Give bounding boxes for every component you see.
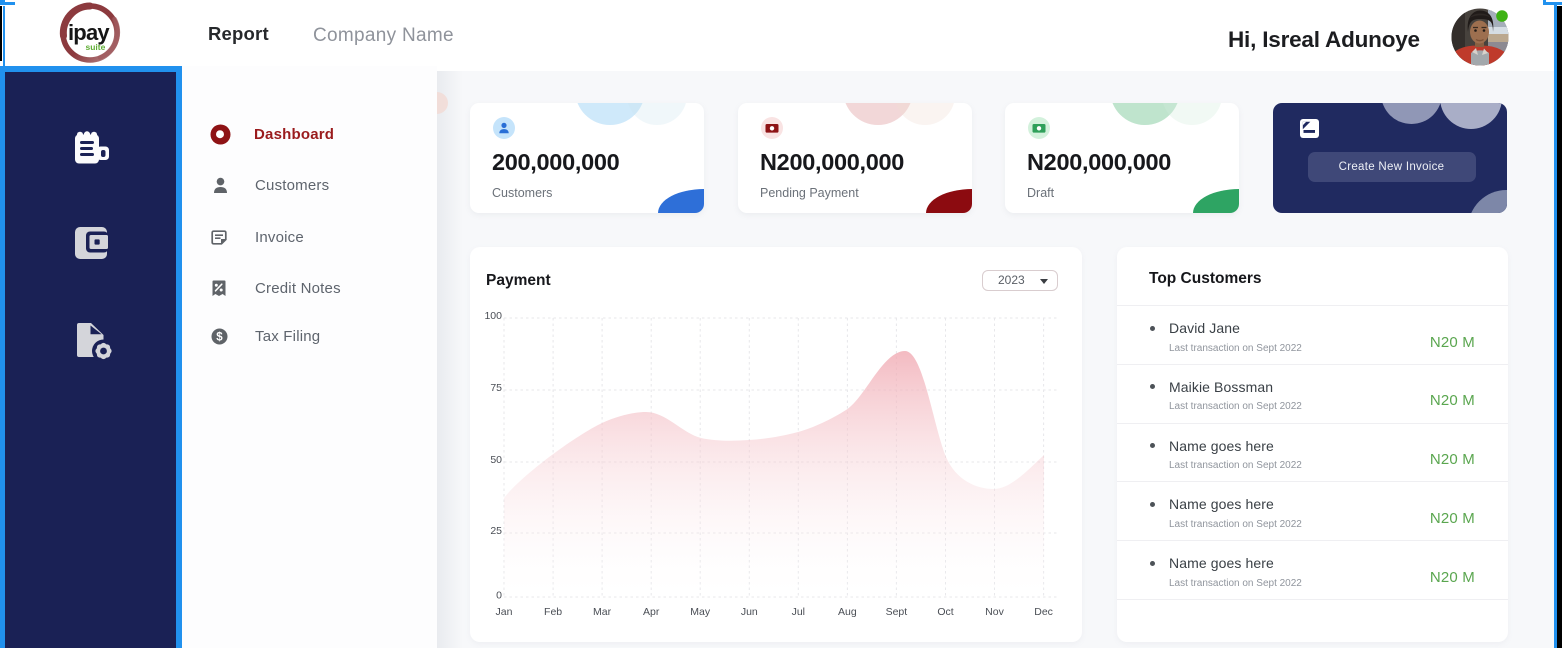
svg-text:25: 25 xyxy=(490,525,502,537)
svg-text:Mar: Mar xyxy=(593,606,612,618)
svg-text:75: 75 xyxy=(490,382,502,394)
svg-text:ipay: ipay xyxy=(68,20,110,45)
svg-text:Jul: Jul xyxy=(792,606,805,618)
svg-text:0: 0 xyxy=(496,590,502,602)
svg-text:May: May xyxy=(690,606,711,618)
svg-text:Oct: Oct xyxy=(937,606,953,618)
svg-text:Aug: Aug xyxy=(838,606,857,618)
svg-text:Jan: Jan xyxy=(496,606,513,618)
svg-text:50: 50 xyxy=(490,454,502,466)
svg-text:suite: suite xyxy=(86,42,106,52)
svg-text:Nov: Nov xyxy=(985,606,1004,618)
svg-text:$: $ xyxy=(216,332,223,344)
svg-text:Jun: Jun xyxy=(741,606,758,618)
svg-text:Feb: Feb xyxy=(544,606,562,618)
svg-text:Dec: Dec xyxy=(1034,606,1053,618)
svg-text:100: 100 xyxy=(484,310,502,322)
svg-text:Sept: Sept xyxy=(886,606,908,618)
svg-text:Apr: Apr xyxy=(643,606,660,618)
